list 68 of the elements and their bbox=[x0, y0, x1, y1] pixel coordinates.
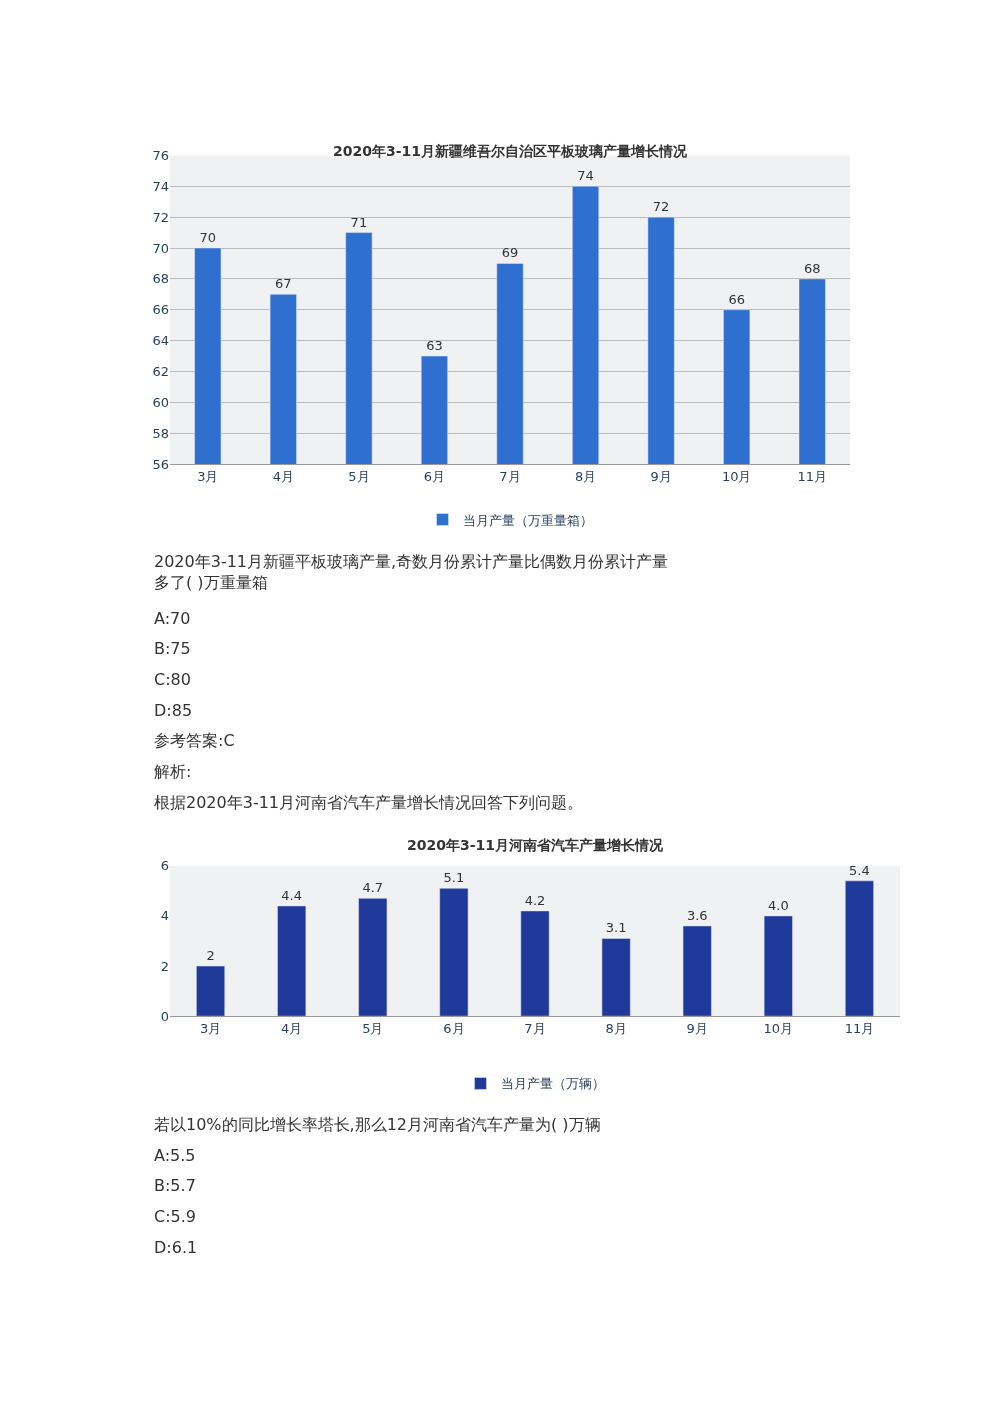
y-tick-label: 6 bbox=[160, 858, 169, 874]
y-tick-label: 62 bbox=[152, 364, 169, 380]
text: 解析: bbox=[154, 762, 192, 781]
y-tick-label: 56 bbox=[152, 456, 169, 472]
data-label: 70 bbox=[199, 230, 217, 246]
x-tick-label: 10月 bbox=[763, 1020, 794, 1036]
x-tick-label: 11月 bbox=[797, 468, 827, 484]
y-tick-label: 2 bbox=[160, 958, 169, 974]
data-label: 67 bbox=[275, 276, 292, 292]
chart-title: 2020年3-11月新疆维吾尔自治区平板玻璃产量增长情况 bbox=[333, 143, 688, 159]
y-tick-label: 4 bbox=[160, 908, 169, 924]
y-tick-label: 0 bbox=[160, 1008, 169, 1024]
x-tick-label: 5月 bbox=[348, 468, 370, 484]
text: 参考答案:C bbox=[154, 731, 235, 750]
text: D:85 bbox=[154, 701, 193, 720]
data-label: 4.0 bbox=[767, 897, 789, 913]
data-label: 3.1 bbox=[605, 920, 627, 936]
x-tick-label: 7月 bbox=[524, 1020, 546, 1036]
text: A:70 bbox=[154, 609, 191, 628]
chart-title: 2020年3-11月河南省汽车产量增长情况 bbox=[407, 837, 664, 853]
x-tick-label: 4月 bbox=[272, 468, 294, 484]
data-label: 2 bbox=[206, 948, 215, 964]
text: B:5.7 bbox=[154, 1176, 196, 1195]
data-label: 74 bbox=[577, 168, 594, 184]
x-tick-label: 7月 bbox=[499, 468, 521, 484]
text: B:75 bbox=[154, 639, 191, 658]
legend-label: 当月产量（万辆） bbox=[500, 1076, 605, 1092]
data-label: 72 bbox=[652, 199, 670, 215]
y-tick-label: 76 bbox=[152, 147, 169, 163]
text: 若以10%的同比增长率塔长,那么12月河南省汽车产量为( )万辆 bbox=[154, 1115, 601, 1134]
x-tick-label: 9月 bbox=[686, 1020, 708, 1036]
data-label: 4.7 bbox=[362, 880, 384, 896]
y-tick-label: 70 bbox=[152, 240, 169, 256]
y-tick-label: 66 bbox=[152, 302, 169, 318]
data-label: 4.2 bbox=[524, 892, 546, 908]
x-tick-label: 10月 bbox=[721, 468, 752, 484]
legend-label: 当月产量（万重量箱） bbox=[462, 512, 593, 528]
text: C:80 bbox=[154, 670, 191, 689]
data-label: 4.4 bbox=[281, 887, 303, 903]
x-tick-label: 8月 bbox=[605, 1020, 627, 1036]
text: D:6.1 bbox=[154, 1238, 198, 1257]
x-tick-label: 9月 bbox=[650, 468, 672, 484]
data-label: 66 bbox=[728, 291, 745, 307]
x-tick-label: 6月 bbox=[423, 468, 446, 484]
x-tick-label: 3月 bbox=[197, 468, 219, 484]
y-tick-label: 72 bbox=[152, 209, 169, 225]
data-label: 68 bbox=[803, 260, 821, 276]
y-tick-label: 60 bbox=[152, 394, 169, 410]
data-label: 69 bbox=[501, 245, 519, 261]
x-tick-label: 4月 bbox=[281, 1020, 303, 1036]
x-tick-label: 8月 bbox=[574, 468, 597, 484]
y-tick-label: 64 bbox=[152, 333, 169, 349]
data-label: 3.6 bbox=[686, 907, 708, 923]
text: A:5.5 bbox=[154, 1146, 196, 1165]
y-tick-label: 68 bbox=[152, 271, 169, 287]
y-tick-label: 58 bbox=[152, 425, 169, 441]
x-tick-label: 5月 bbox=[362, 1020, 384, 1036]
text: C:5.9 bbox=[154, 1207, 197, 1226]
data-label: 63 bbox=[426, 338, 443, 354]
x-tick-label: 3月 bbox=[199, 1020, 222, 1036]
y-tick-label: 74 bbox=[152, 178, 169, 194]
data-label: 5.4 bbox=[849, 862, 870, 878]
data-label: 71 bbox=[350, 214, 368, 230]
text: 2020年3-11月新疆平板玻璃产量,奇数月份累计产量比偶数月份累计产量多了( )万重量箱 bbox=[154, 552, 669, 592]
x-tick-label: 6月 bbox=[443, 1020, 465, 1036]
data-label: 5.1 bbox=[443, 870, 465, 886]
x-tick-label: 11月 bbox=[844, 1020, 875, 1036]
text: 根据2020年3-11月河南省汽车产量增长情况回答下列问题。 bbox=[154, 793, 584, 812]
